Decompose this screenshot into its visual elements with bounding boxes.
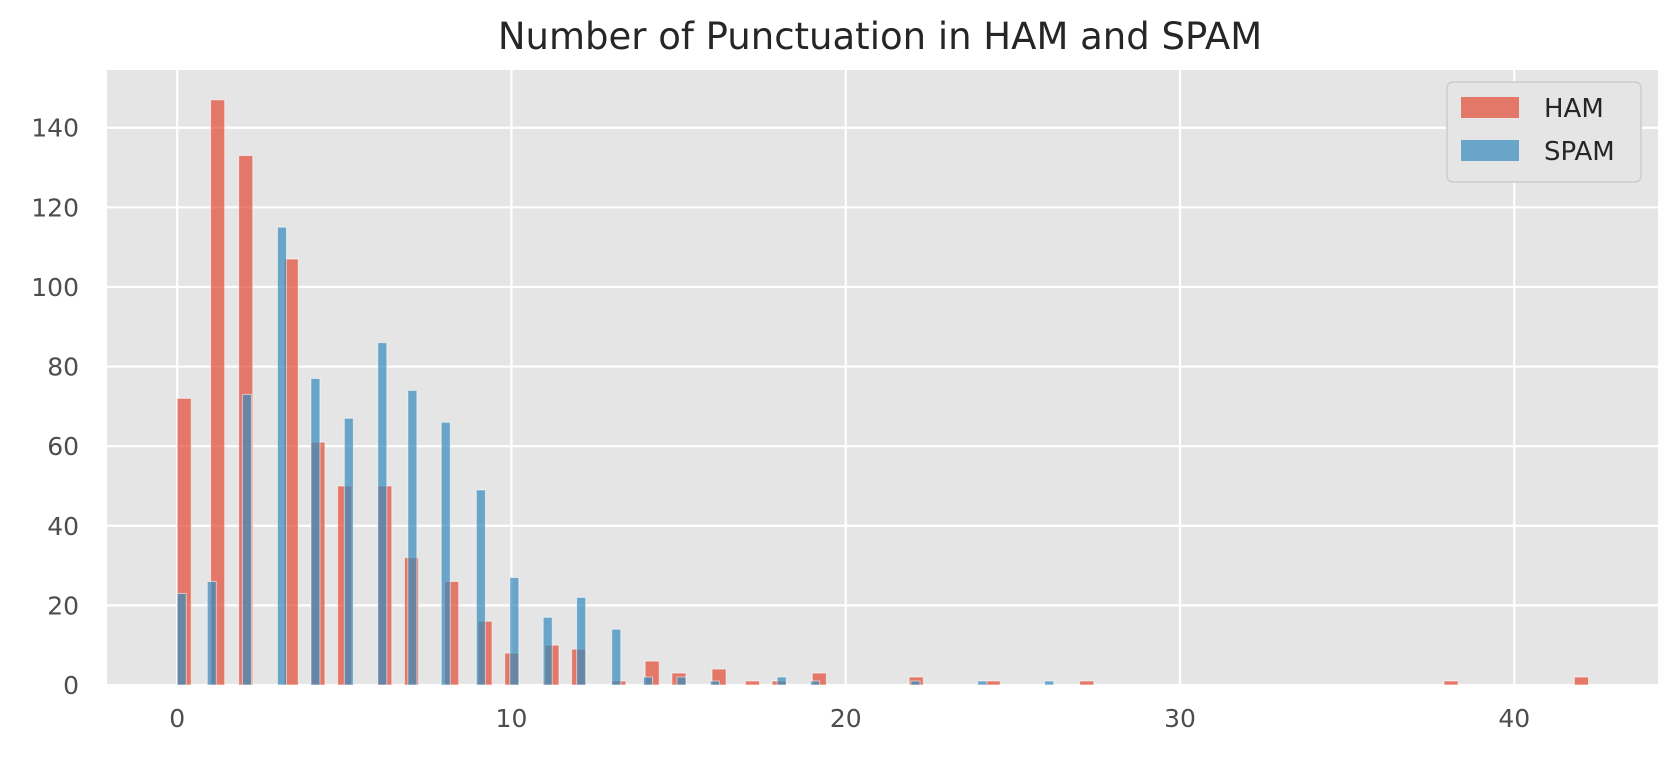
ham-bar (744, 680, 760, 686)
y-tick-label: 40 (47, 512, 79, 541)
spam-bar (310, 377, 321, 686)
spam-bar (542, 616, 553, 686)
chart-title: Number of Punctuation in HAM and SPAM (498, 15, 1262, 58)
y-tick-label: 60 (47, 432, 79, 461)
ham-bar (1443, 680, 1459, 686)
spam-bar (977, 680, 988, 686)
x-tick-label: 20 (830, 704, 862, 733)
legend-label-spam: SPAM (1544, 137, 1615, 167)
gridlines (107, 70, 1658, 687)
spam-bar (407, 389, 418, 686)
spam-bar (377, 342, 388, 686)
legend: HAM SPAM (1446, 81, 1642, 183)
spam-bar (206, 581, 217, 686)
y-tick-label: 80 (47, 353, 79, 382)
spam-bar (509, 577, 520, 686)
spam-bar (1044, 680, 1055, 686)
spam-bar (475, 489, 486, 686)
spam-bar (343, 417, 354, 686)
x-tick-label: 30 (1164, 704, 1196, 733)
plot-area (107, 70, 1658, 685)
spam-bar (910, 680, 921, 686)
spam-bar (810, 680, 821, 686)
spam-bar (276, 226, 288, 686)
legend-swatch-ham (1461, 97, 1519, 118)
spam-bar (440, 421, 451, 686)
spam-bar (611, 628, 622, 686)
ham-bar (210, 99, 226, 686)
y-tick-label: 20 (47, 591, 79, 620)
x-tick-label: 40 (1498, 704, 1530, 733)
spam-bar (576, 596, 587, 686)
spam-bar (176, 592, 187, 686)
y-tick-label: 140 (31, 114, 79, 143)
spam-bars (176, 226, 1055, 686)
x-tick-label: 10 (496, 704, 528, 733)
y-tick-label: 100 (31, 273, 79, 302)
spam-bar (776, 676, 787, 686)
spam-bar (241, 393, 252, 686)
ham-bar (1079, 680, 1095, 686)
x-tick-label: 0 (169, 704, 185, 733)
spam-bar (676, 676, 687, 686)
legend-label-ham: HAM (1544, 94, 1604, 124)
ham-bar (985, 680, 1001, 686)
spam-bar (642, 676, 654, 686)
legend-swatch-spam (1461, 140, 1519, 161)
y-tick-label: 0 (63, 671, 79, 700)
ham-bar (1573, 676, 1589, 686)
y-axis-ticks: 0 20 40 60 80 100 120 140 (31, 114, 79, 700)
spam-bar (709, 680, 720, 686)
x-axis-ticks: 0 10 20 30 40 (169, 704, 1530, 733)
y-tick-label: 120 (31, 193, 79, 222)
